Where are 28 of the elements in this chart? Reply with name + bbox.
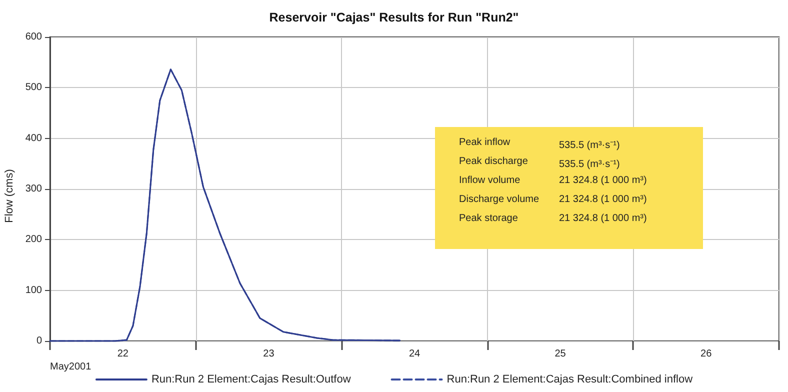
annotation: Peak inflow <box>459 137 512 150</box>
legend-label: Run:Run 2 Element:Cajas Result:Outfow <box>151 374 351 386</box>
annotation: Peak storage <box>459 213 519 226</box>
y-tick-label: 500 <box>25 82 42 94</box>
x-tick-label: 22 <box>117 348 129 360</box>
y-tick-label: 300 <box>25 184 42 194</box>
legend-label: Run:Run 2 Element:Cajas Result:Combined inflow <box>446 374 693 386</box>
y-tick-label: 100 <box>25 284 42 296</box>
y-tick-label: 400 <box>25 132 42 144</box>
x-tick-label: 25 <box>554 348 566 360</box>
annotation: 535.5 (m³·s⁻¹) <box>559 158 621 172</box>
x-tick-label: 26 <box>700 348 712 360</box>
annotation: Discharge volume <box>459 194 540 207</box>
y-tick-label: 0 <box>36 336 42 346</box>
annotation: 21 324.8 (1 000 m³) <box>559 213 648 226</box>
chart-title: Reservoir "Cajas" Results for Run "Run2" <box>269 10 519 24</box>
annotation: Inflow volume <box>459 175 522 188</box>
y-tick-label: 600 <box>25 32 42 42</box>
annotation: 535.5 (m³·s⁻¹) <box>559 139 621 153</box>
x-tick-label: 23 <box>263 348 275 360</box>
line-series <box>49 68 401 342</box>
x-tick-label: 24 <box>408 348 420 360</box>
y-tick-label: 200 <box>25 234 42 246</box>
annotation: Peak discharge <box>459 156 529 169</box>
annotation: 21 324.8 (1 000 m³) <box>559 175 648 188</box>
x-axis-title: May2001 <box>50 362 92 372</box>
annotation: 21 324.8 (1 000 m³) <box>559 194 648 207</box>
y-axis-title: Flow (cms) <box>4 169 16 223</box>
